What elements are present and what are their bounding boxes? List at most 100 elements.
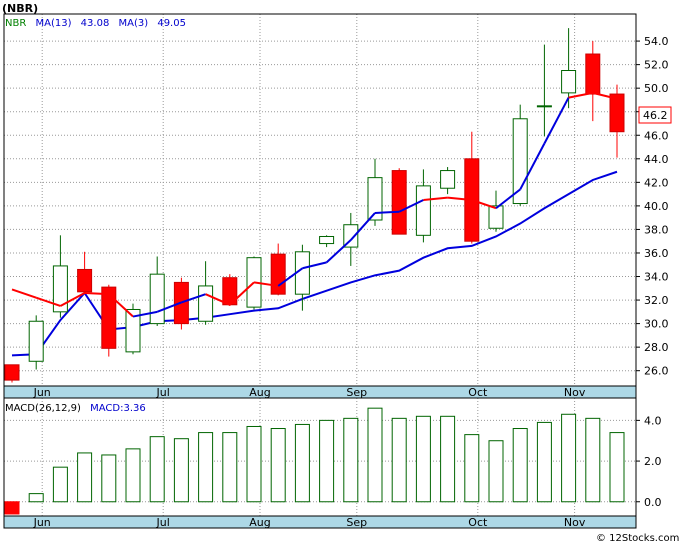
ma-short-segment [302, 261, 327, 270]
ma-short-segment [325, 239, 352, 264]
candle-body [101, 286, 117, 349]
candle-body [77, 268, 93, 293]
macd-value-label: MACD:3.36 [90, 403, 146, 414]
ma-short-segment [350, 212, 376, 241]
svg-text:NBR MA(13) 43.08: NBR MA(13) 43.08 MA(3) 49.05 [5, 18, 186, 29]
candle-body [609, 93, 625, 133]
macd-bar [536, 421, 552, 503]
ma-short-segment [59, 292, 86, 307]
ma-short-segment [229, 281, 255, 306]
candle-body [198, 285, 214, 322]
macd-bar [367, 407, 383, 503]
price-y-tick-label: 42.0 [644, 176, 669, 189]
price-y-tick-label: 46.0 [644, 129, 669, 142]
macd-x-tick-label: Oct [468, 516, 488, 529]
ma-short-segment [35, 296, 61, 307]
macd-bar [488, 440, 504, 503]
price-x-axis-strip [3, 385, 637, 399]
candle-body [52, 265, 68, 313]
ma-short-segment [543, 97, 570, 144]
macd-bar [125, 448, 141, 503]
price-y-tick-label: 50.0 [644, 82, 669, 95]
macd-bar [173, 438, 189, 503]
price-panel: 26.0 28.0 30.0 32.0 34.0 36.0 38.0 40.0 42.0 44.0… [3, 13, 672, 387]
price-x-tick-label: Nov [564, 386, 586, 399]
ma-short-line [11, 91, 618, 318]
svg-text:MACD(26,12,9) MACD:3.36: MACD(26,12,9) MACD:3.36 [5, 403, 146, 414]
ma-short-segment [132, 310, 158, 318]
ma-short-segment [11, 288, 37, 299]
price-y-tick-label: 32.0 [644, 294, 669, 307]
candle-body [585, 53, 601, 95]
candle-body [4, 364, 20, 381]
macd-y-tick-label: 2.0 [644, 455, 662, 468]
credit-text: © 12Stocks.com [596, 533, 679, 544]
macd-bar [585, 417, 601, 503]
macd-bar [52, 466, 68, 503]
ma-short-segment [108, 293, 134, 318]
candle-body [391, 170, 407, 235]
macd-x-axis-strip [3, 515, 637, 529]
price-y-tick-label: 30.0 [644, 318, 669, 331]
macd-bar [222, 432, 238, 503]
macd-x-tick-label: Jul [156, 516, 170, 529]
legend-ma-short-value: 49.05 [157, 18, 186, 29]
price-y-tick-label: 38.0 [644, 223, 669, 236]
macd-bar [512, 428, 528, 503]
macd-bar [28, 493, 44, 503]
macd-bars [4, 407, 625, 515]
candle-body [319, 235, 335, 245]
chart-header: (NBR) NBR MA(13) 43.08 MA(3) 49.05 [2, 2, 186, 29]
ma-short-segment [447, 196, 472, 201]
price-y-tick-label: 28.0 [644, 341, 669, 354]
ma-short-segment [495, 188, 521, 210]
candle-body [270, 253, 286, 295]
macd-bar [319, 419, 335, 503]
macd-x-axis: Jun Jul Aug Sep Oct Nov [33, 516, 586, 529]
macd-bar [294, 423, 310, 503]
price-x-tick-label: Sep [346, 386, 367, 399]
ma-short-segment [398, 199, 424, 213]
macd-x-tick-label: Sep [346, 516, 367, 529]
macd-bar [561, 413, 577, 503]
price-y-tick-label: 34.0 [644, 271, 669, 284]
price-y-tick-label: 52.0 [644, 59, 669, 72]
ma-short-segment [84, 292, 109, 296]
last-price-label: 46.2 [643, 109, 668, 122]
candle-body [125, 308, 141, 353]
ma-short-segment [253, 281, 279, 287]
price-x-tick-label: Oct [468, 386, 488, 399]
price-x-axis: Jun Jul Aug Sep Oct Nov [33, 386, 586, 399]
macd-bar [415, 415, 431, 503]
macd-x-tick-label: Aug [249, 516, 270, 529]
ticker-label: (NBR) [2, 2, 38, 15]
macd-y-tick-label: 4.0 [644, 414, 662, 427]
candle-body [561, 70, 577, 94]
price-y-tick-label: 40.0 [644, 200, 669, 213]
last-price-marker: 46.2 [638, 106, 672, 124]
macd-bar [101, 454, 117, 503]
price-y-tick-label: 44.0 [644, 153, 669, 166]
ma-short-segment [519, 143, 546, 190]
macd-bar [149, 436, 165, 503]
legend-ma-long-value: 43.08 [81, 18, 110, 29]
macd-panel: 0.0 2.0 4.0 MACD(26,12,9) MACD:3.36 [3, 397, 662, 517]
macd-bar [198, 432, 214, 503]
macd-bar [77, 452, 93, 503]
ma-short-segment [568, 91, 593, 99]
macd-bar [391, 417, 407, 503]
candle-body [149, 273, 165, 325]
candle-body [343, 224, 359, 248]
ma-short-segment [423, 196, 448, 201]
macd-bar [343, 417, 359, 503]
macd-x-tick-label: Jun [33, 516, 51, 529]
macd-y-axis: 0.0 2.0 4.0 [636, 414, 662, 509]
legend-ma-long: MA(13) [35, 18, 71, 29]
ma-short-segment [374, 210, 400, 214]
macd-bar [4, 501, 20, 515]
candle-body [28, 320, 44, 362]
price-x-tick-label: Jul [156, 386, 170, 399]
candle-body [440, 170, 456, 189]
price-x-tick-label: Jun [33, 386, 51, 399]
